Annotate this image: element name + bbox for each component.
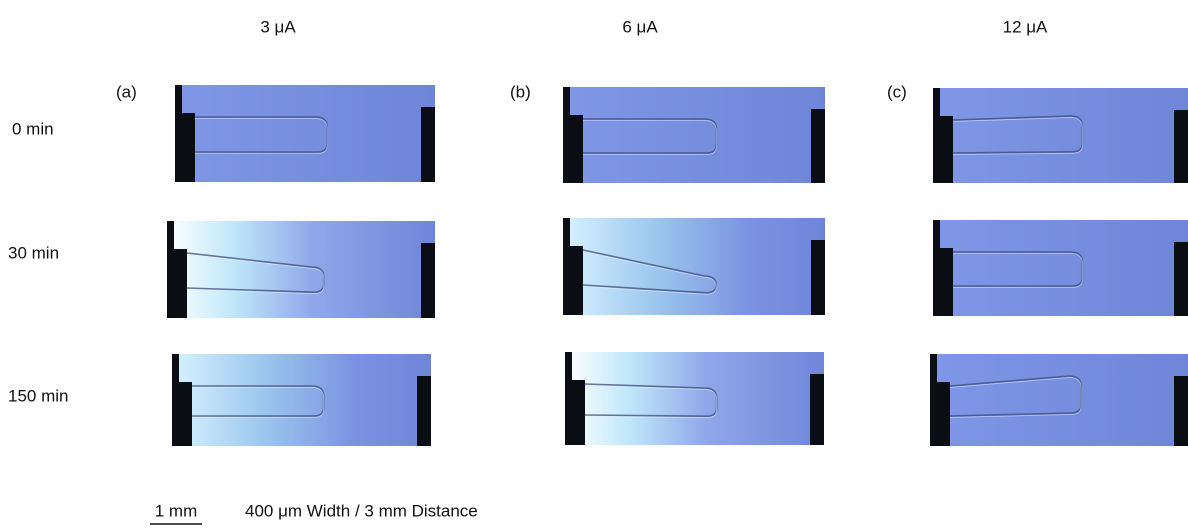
- image-background: [930, 354, 1188, 446]
- caption: 400 μm Width / 3 mm Distance: [245, 501, 478, 520]
- electrode-left: [167, 249, 187, 318]
- electrode-left: [933, 248, 953, 316]
- micrograph: [563, 87, 825, 183]
- electrode-left-top: [563, 87, 570, 117]
- image-background: [167, 221, 435, 318]
- channel-highlight: [949, 377, 1082, 418]
- electrode-left-top: [563, 218, 570, 248]
- electrode-right: [421, 107, 435, 182]
- electrode-right: [810, 374, 824, 445]
- row-label: 150 min: [8, 386, 68, 405]
- electrode-right: [1174, 242, 1188, 316]
- electrode-left: [563, 115, 583, 183]
- channel-highlight: [952, 117, 1083, 155]
- electrode-right: [421, 243, 435, 318]
- channel-highlight: [192, 387, 325, 418]
- channel-highlight: [584, 385, 718, 419]
- micrograph: [933, 220, 1188, 316]
- micrograph: [167, 221, 435, 318]
- electrode-right: [1174, 110, 1188, 183]
- electrode-left: [175, 113, 195, 182]
- channel-highlight: [583, 120, 717, 155]
- electrode-left-top: [172, 354, 179, 384]
- electrode-left: [930, 382, 950, 446]
- micrograph: [930, 354, 1188, 446]
- panel-label: (a): [116, 82, 137, 101]
- panel-label: (b): [510, 82, 531, 101]
- micrograph: [172, 354, 431, 446]
- channel-highlight: [195, 118, 328, 154]
- image-background: [172, 354, 431, 446]
- channel-highlight: [582, 251, 717, 295]
- row-label: 0 min: [12, 119, 54, 138]
- image-background: [933, 220, 1188, 316]
- electrode-left: [172, 382, 192, 446]
- micrograph: [563, 218, 825, 315]
- row-label: 30 min: [8, 243, 59, 262]
- electrode-left: [565, 380, 585, 445]
- column-header: 6 μA: [622, 17, 658, 36]
- electrode-left-top: [930, 354, 937, 384]
- electrode-right: [417, 376, 431, 446]
- image-background: [563, 218, 825, 315]
- electrode-left-top: [565, 352, 572, 382]
- micrograph: [175, 85, 435, 182]
- column-header: 3 μA: [260, 17, 296, 36]
- micrograph: [565, 352, 824, 445]
- channel-highlight: [186, 254, 325, 295]
- electrode-left-top: [175, 85, 182, 115]
- channel-highlight: [953, 253, 1083, 288]
- electrode-left-top: [933, 220, 940, 250]
- electrode-right: [811, 240, 825, 315]
- electrode-right: [1174, 376, 1188, 446]
- micrograph: [933, 88, 1188, 183]
- image-background: [933, 88, 1188, 183]
- electrode-left: [933, 116, 953, 183]
- panel-label: (c): [887, 82, 907, 101]
- electrode-right: [811, 109, 825, 183]
- electrode-left: [563, 246, 583, 315]
- image-background: [565, 352, 824, 445]
- electrode-left-top: [167, 221, 174, 251]
- image-background: [563, 87, 825, 183]
- scale-bar-label: 1 mm: [155, 501, 198, 520]
- electrode-left-top: [933, 88, 940, 118]
- column-header: 12 μA: [1003, 17, 1048, 36]
- image-background: [175, 85, 435, 182]
